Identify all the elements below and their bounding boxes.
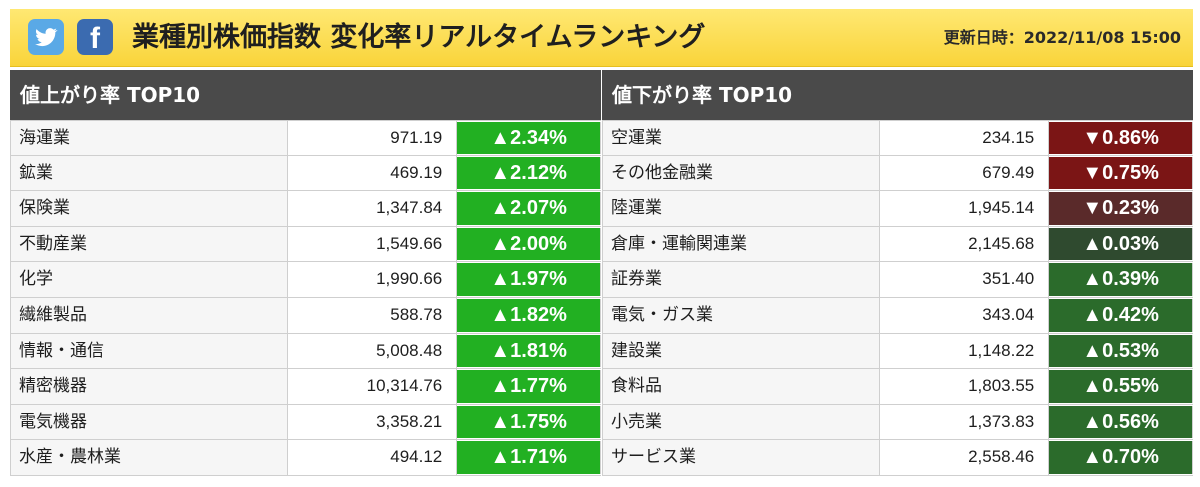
index-value: 10,314.76 — [287, 369, 458, 404]
sector-name: 証券業 — [603, 262, 880, 297]
change-rate-badge: ▲2.07% — [457, 192, 601, 225]
change-rate-badge: ▲0.55% — [1049, 370, 1193, 403]
sector-name: 食料品 — [603, 369, 880, 404]
update-timestamp: 更新日時：2022/11/08 15:00 — [943, 28, 1181, 47]
sector-name: 倉庫・運輸関連業 — [603, 226, 880, 262]
table-row: 空運業 234.15 ▼0.86% — [603, 120, 1193, 156]
sector-name: 精密機器 — [11, 369, 288, 404]
gainers-panel: 値上がり率 TOP10 海運業 971.19 ▲2.34% 鉱業 469.19 ▲2.12… — [10, 70, 601, 476]
change-rate-badge: ▲0.56% — [1049, 405, 1193, 439]
index-value: 2,558.46 — [879, 440, 1050, 475]
change-rate-badge: ▲2.00% — [457, 227, 601, 261]
index-value: 1,945.14 — [879, 191, 1050, 226]
index-value: 1,148.22 — [879, 333, 1050, 369]
sector-name: 空運業 — [603, 121, 880, 155]
table-row: 精密機器 10,314.76 ▲1.77% — [11, 369, 601, 405]
table-row: サービス業 2,558.46 ▲0.70% — [603, 440, 1193, 476]
change-rate-badge: ▼0.75% — [1049, 156, 1193, 190]
page-title: 業種別株価指数 変化率リアルタイムランキング — [132, 22, 706, 53]
change-rate-badge: ▲2.34% — [457, 122, 601, 154]
table-row: 電気・ガス業 343.04 ▲0.42% — [603, 297, 1193, 334]
index-value: 1,803.55 — [879, 369, 1050, 404]
twitter-bird-icon — [35, 28, 58, 47]
sector-name: 情報・通信 — [11, 333, 288, 369]
table-row: 海運業 971.19 ▲2.34% — [11, 120, 601, 156]
sector-name: 保険業 — [11, 191, 288, 226]
table-row: 情報・通信 5,008.48 ▲1.81% — [11, 333, 601, 370]
sector-name: 海運業 — [11, 121, 288, 155]
sector-name: その他金融業 — [603, 155, 880, 191]
index-value: 1,990.66 — [287, 262, 458, 297]
table-row: 陸運業 1,945.14 ▼0.23% — [603, 191, 1193, 227]
index-value: 351.40 — [879, 262, 1050, 297]
change-rate-badge: ▼0.23% — [1049, 192, 1193, 225]
change-rate-badge: ▲2.12% — [457, 156, 601, 190]
table-row: 保険業 1,347.84 ▲2.07% — [11, 191, 601, 227]
index-value: 971.19 — [287, 121, 458, 155]
table-row: 証券業 351.40 ▲0.39% — [603, 262, 1193, 298]
change-rate-badge: ▲0.03% — [1049, 227, 1193, 261]
change-rate-badge: ▲1.82% — [457, 298, 601, 332]
sector-name: サービス業 — [603, 440, 880, 475]
index-value: 494.12 — [287, 440, 458, 475]
table-row: 水産・農林業 494.12 ▲1.71% — [11, 440, 601, 476]
index-value: 5,008.48 — [287, 333, 458, 369]
table-row: 不動産業 1,549.66 ▲2.00% — [11, 226, 601, 263]
sector-name: 電気機器 — [11, 404, 288, 440]
gainers-heading: 値上がり率 TOP10 — [10, 70, 601, 120]
table-row: 建設業 1,148.22 ▲0.53% — [603, 333, 1193, 370]
sector-name: 鉱業 — [11, 155, 288, 191]
index-value: 679.49 — [879, 155, 1050, 191]
gainers-table: 海運業 971.19 ▲2.34% 鉱業 469.19 ▲2.12% 保険業 1,347.84… — [10, 120, 601, 476]
index-value: 2,145.68 — [879, 226, 1050, 262]
sector-name: 小売業 — [603, 404, 880, 440]
table-row: 鉱業 469.19 ▲2.12% — [11, 155, 601, 192]
header-bar: f 業種別株価指数 変化率リアルタイムランキング 更新日時：2022/11/08… — [10, 9, 1193, 67]
change-rate-badge: ▲1.71% — [457, 441, 601, 474]
sector-name: 陸運業 — [603, 191, 880, 226]
index-value: 1,373.83 — [879, 404, 1050, 440]
index-value: 1,549.66 — [287, 226, 458, 262]
table-row: 繊維製品 588.78 ▲1.82% — [11, 297, 601, 334]
change-rate-badge: ▲1.81% — [457, 334, 601, 368]
change-rate-badge: ▲0.39% — [1049, 263, 1193, 296]
change-rate-badge: ▲1.75% — [457, 405, 601, 439]
table-row: 倉庫・運輸関連業 2,145.68 ▲0.03% — [603, 226, 1193, 263]
losers-heading: 値下がり率 TOP10 — [602, 70, 1193, 120]
sector-name: 電気・ガス業 — [603, 297, 880, 333]
index-value: 234.15 — [879, 121, 1050, 155]
facebook-share-button[interactable]: f — [77, 19, 113, 55]
sector-name: 化学 — [11, 262, 288, 297]
index-value: 343.04 — [879, 297, 1050, 333]
index-value: 1,347.84 — [287, 191, 458, 226]
losers-panel: 値下がり率 TOP10 空運業 234.15 ▼0.86% その他金融業 679.49 ▼… — [602, 70, 1193, 476]
sector-name: 不動産業 — [11, 226, 288, 262]
table-row: 電気機器 3,358.21 ▲1.75% — [11, 404, 601, 441]
twitter-share-button[interactable] — [28, 19, 64, 55]
facebook-f-icon: f — [90, 22, 100, 55]
change-rate-badge: ▲0.53% — [1049, 334, 1193, 368]
index-value: 3,358.21 — [287, 404, 458, 440]
table-row: 小売業 1,373.83 ▲0.56% — [603, 404, 1193, 441]
index-value: 469.19 — [287, 155, 458, 191]
change-rate-badge: ▲0.42% — [1049, 298, 1193, 332]
table-row: その他金融業 679.49 ▼0.75% — [603, 155, 1193, 192]
sector-name: 繊維製品 — [11, 297, 288, 333]
sector-name: 建設業 — [603, 333, 880, 369]
change-rate-badge: ▲1.97% — [457, 263, 601, 296]
change-rate-badge: ▲0.70% — [1049, 441, 1193, 474]
index-value: 588.78 — [287, 297, 458, 333]
change-rate-badge: ▲1.77% — [457, 370, 601, 403]
table-row: 化学 1,990.66 ▲1.97% — [11, 262, 601, 298]
losers-table: 空運業 234.15 ▼0.86% その他金融業 679.49 ▼0.75% 陸運業 1,94… — [602, 120, 1193, 476]
change-rate-badge: ▼0.86% — [1049, 122, 1193, 154]
table-row: 食料品 1,803.55 ▲0.55% — [603, 369, 1193, 405]
sector-name: 水産・農林業 — [11, 440, 288, 475]
